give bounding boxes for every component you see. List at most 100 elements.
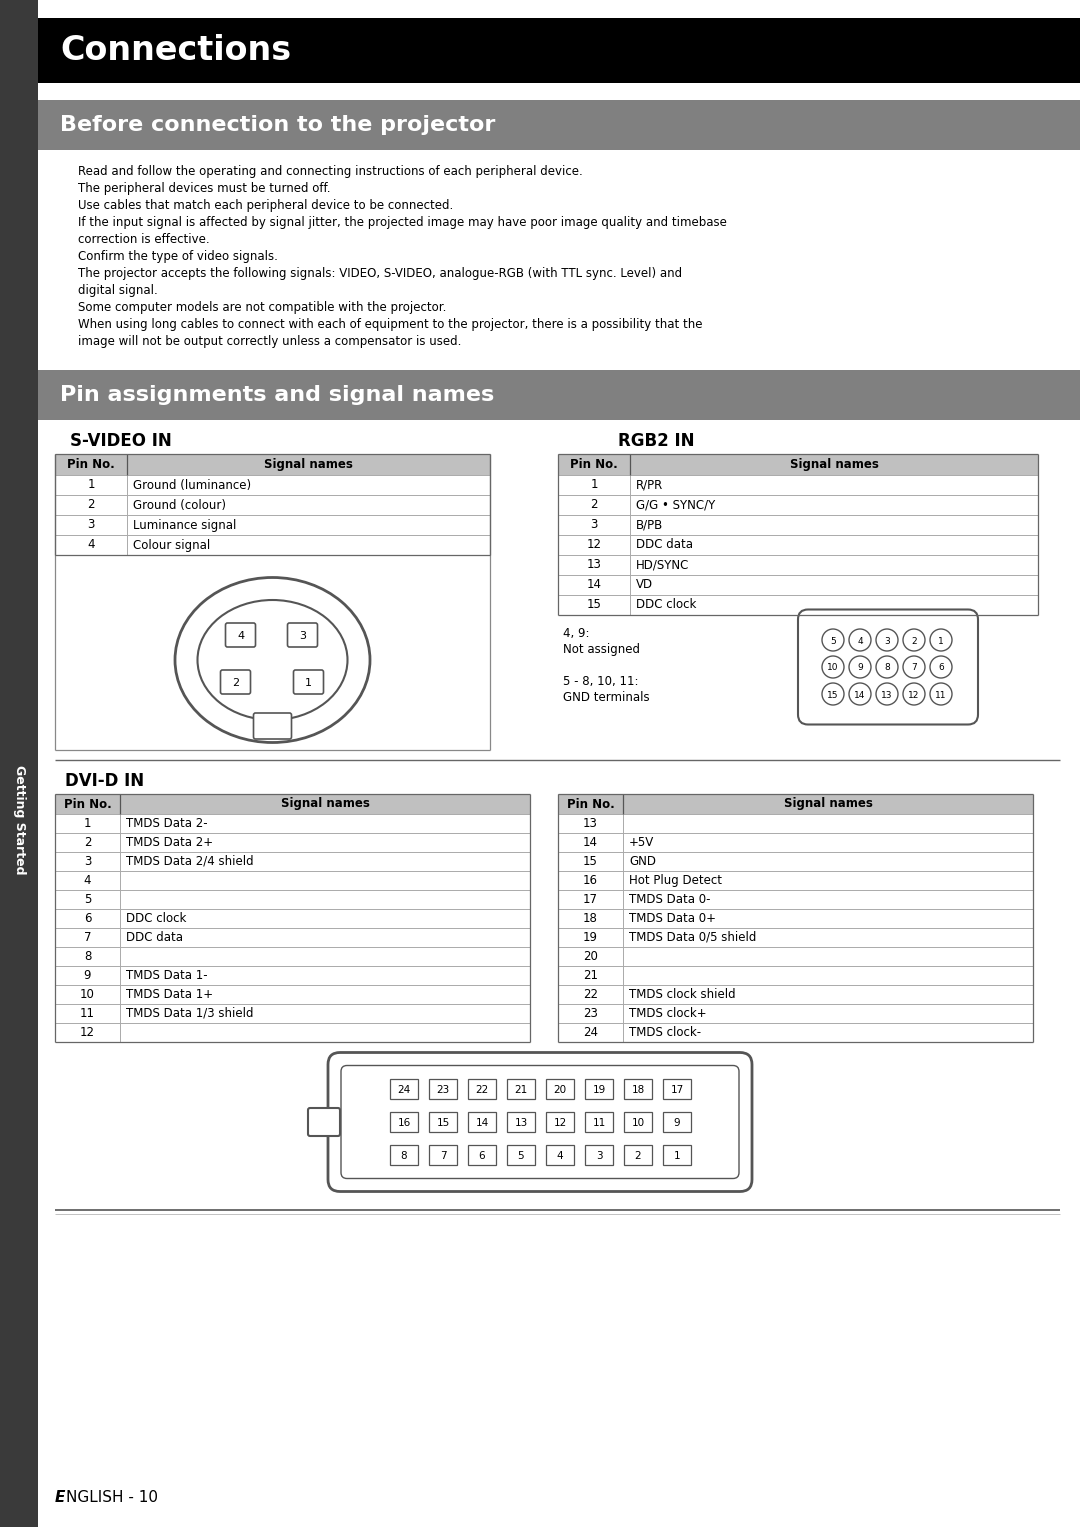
Text: 2: 2 [84,835,91,849]
Bar [624,1112,652,1132]
Text: 15: 15 [586,599,602,611]
Text: 16: 16 [397,1118,410,1128]
Text: 3: 3 [591,519,597,531]
Text: DDC clock: DDC clock [636,599,697,611]
Text: Not assigned: Not assigned [563,643,640,657]
Text: 8: 8 [84,950,91,964]
Text: TMDS Data 0-: TMDS Data 0- [629,893,711,906]
Bar [507,1145,535,1165]
Bar [585,1112,613,1132]
Text: 18: 18 [583,912,598,925]
Circle shape [849,629,870,651]
Text: The projector accepts the following signals: VIDEO, S-VIDEO, analogue-RGB (with : The projector accepts the following sign… [78,267,683,279]
Text: 4: 4 [84,873,91,887]
Text: 2: 2 [232,678,239,689]
Text: Ground (colour): Ground (colour) [133,498,226,512]
Text: 1: 1 [84,817,91,831]
Bar [546,1080,573,1099]
Text: Pin No.: Pin No. [67,458,114,470]
Circle shape [930,629,951,651]
Text: When using long cables to connect with each of equipment to the projector, there: When using long cables to connect with e… [78,318,702,331]
Text: DDC clock: DDC clock [126,912,187,925]
Text: Signal names: Signal names [281,797,369,811]
Circle shape [903,629,924,651]
Text: correction is effective.: correction is effective. [78,234,210,246]
Bar [558,454,1038,475]
Text: Before connection to the projector: Before connection to the projector [60,115,496,134]
Text: E: E [55,1490,66,1506]
Circle shape [930,683,951,705]
Text: G/G • SYNC/Y: G/G • SYNC/Y [636,498,715,512]
Text: 15: 15 [583,855,598,867]
Text: 1: 1 [591,478,597,492]
Text: TMDS Data 1+: TMDS Data 1+ [126,988,213,1002]
Bar [429,1112,457,1132]
Text: Signal names: Signal names [789,458,878,470]
Text: GND terminals: GND terminals [563,692,650,704]
Text: 3: 3 [299,631,306,641]
Text: 3: 3 [885,637,890,646]
Text: 10: 10 [632,1118,645,1128]
Text: 4, 9:: 4, 9: [563,628,590,640]
Text: 24: 24 [397,1086,410,1095]
Text: NGLISH - 10: NGLISH - 10 [66,1490,158,1506]
Bar [38,18,1080,82]
Text: Confirm the type of video signals.: Confirm the type of video signals. [78,250,278,263]
Text: image will not be output correctly unless a compensator is used.: image will not be output correctly unles… [78,334,461,348]
Text: Pin No.: Pin No. [570,458,618,470]
Text: 11: 11 [935,690,947,699]
Bar [429,1080,457,1099]
Text: 18: 18 [632,1086,645,1095]
FancyBboxPatch shape [798,609,978,724]
Bar [38,99,1080,150]
Bar [38,370,1080,420]
Bar [468,1080,496,1099]
Ellipse shape [175,577,370,742]
Text: 6: 6 [939,664,944,672]
Text: 16: 16 [583,873,598,887]
Text: 1: 1 [87,478,95,492]
Bar [468,1145,496,1165]
FancyBboxPatch shape [254,713,292,739]
Text: 14: 14 [583,835,598,849]
Text: 17: 17 [671,1086,684,1095]
Text: TMDS Data 0/5 shield: TMDS Data 0/5 shield [629,931,756,944]
Text: 5 - 8, 10, 11:: 5 - 8, 10, 11: [563,675,638,689]
Circle shape [822,683,843,705]
Text: +5V: +5V [629,835,654,849]
Text: 2: 2 [912,637,917,646]
Text: 3: 3 [87,519,95,531]
Text: 15: 15 [827,690,839,699]
Text: TMDS Data 1-: TMDS Data 1- [126,970,207,982]
Text: 12: 12 [553,1118,567,1128]
Text: DDC data: DDC data [126,931,183,944]
Text: TMDS Data 1/3 shield: TMDS Data 1/3 shield [126,1006,254,1020]
Text: 6: 6 [84,912,91,925]
Text: 13: 13 [514,1118,528,1128]
Text: Signal names: Signal names [265,458,353,470]
Text: Colour signal: Colour signal [133,539,211,551]
Text: 13: 13 [583,817,598,831]
Bar [0,0,38,1527]
Text: 4: 4 [858,637,863,646]
Text: 23: 23 [436,1086,449,1095]
Text: Pin assignments and signal names: Pin assignments and signal names [60,385,495,405]
Text: Getting Started: Getting Started [13,765,26,875]
Bar [55,454,490,475]
Text: 3: 3 [596,1151,603,1161]
Text: 7: 7 [440,1151,446,1161]
Text: 24: 24 [583,1026,598,1038]
Bar [585,1080,613,1099]
Text: Luminance signal: Luminance signal [133,519,237,531]
Text: 8: 8 [401,1151,407,1161]
Text: S-VIDEO IN: S-VIDEO IN [70,432,172,450]
Text: HD/SYNC: HD/SYNC [636,559,689,571]
Text: 2: 2 [591,498,597,512]
Text: Use cables that match each peripheral device to be connected.: Use cables that match each peripheral de… [78,199,454,212]
Text: If the input signal is affected by signal jitter, the projected image may have p: If the input signal is affected by signa… [78,215,727,229]
FancyBboxPatch shape [220,670,251,693]
Text: 9: 9 [674,1118,680,1128]
Text: 4: 4 [556,1151,564,1161]
Text: 19: 19 [583,931,598,944]
Text: 4: 4 [87,539,95,551]
